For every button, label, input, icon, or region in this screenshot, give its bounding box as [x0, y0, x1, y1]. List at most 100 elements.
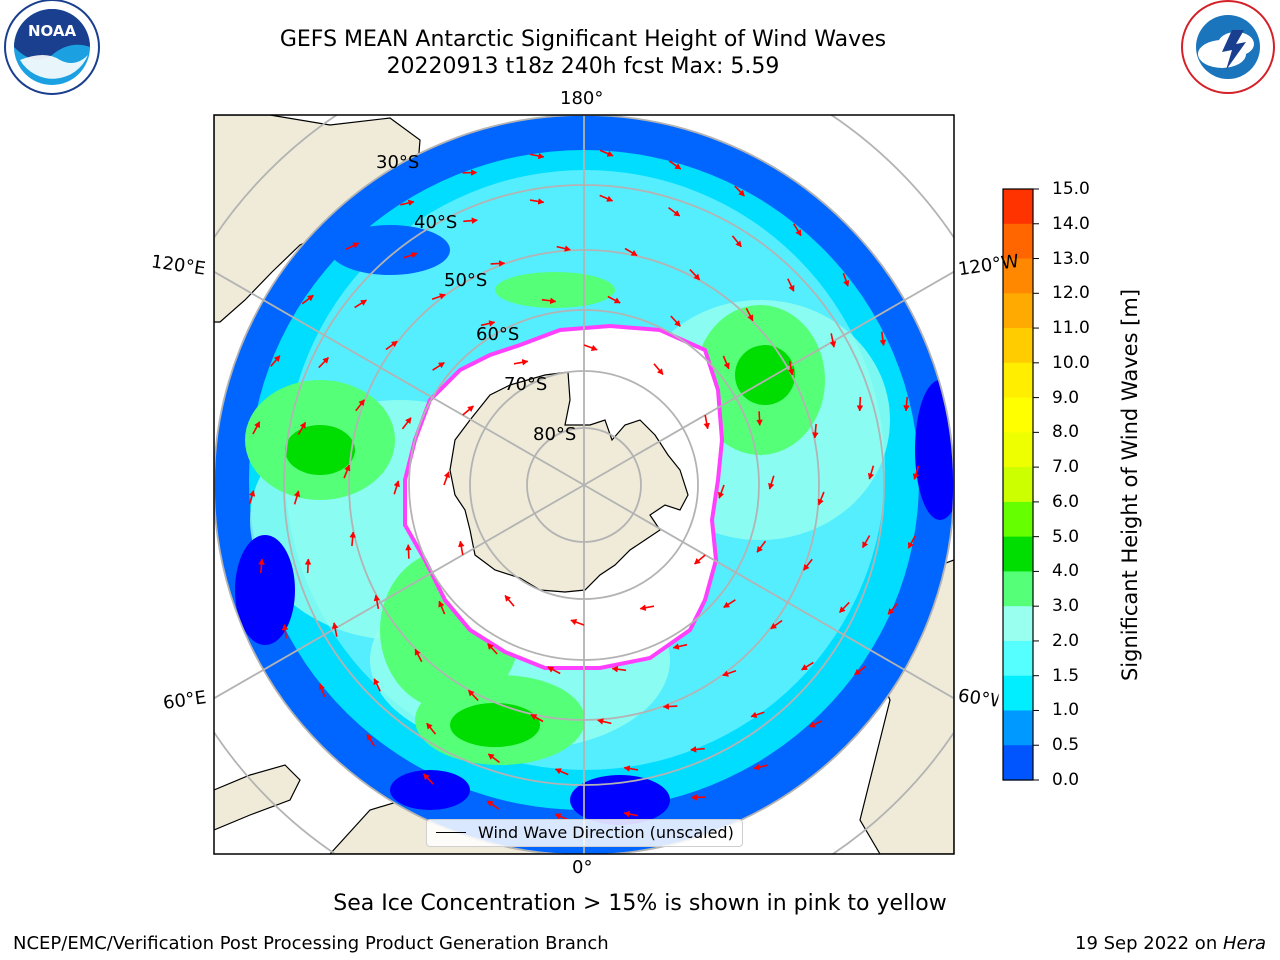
wave-arrow-head: [358, 399, 365, 407]
wave-arrow-head: [486, 800, 494, 807]
colorbar-segment: [1003, 501, 1033, 538]
wave-arrow-head: [307, 294, 314, 302]
colorbar-tick-label: 0.0: [1052, 770, 1080, 790]
colorbar-segment: [1003, 293, 1033, 329]
wave-arrow-head: [304, 558, 312, 565]
colorbar-segment: [1003, 362, 1033, 399]
svg-text:NOAA: NOAA: [28, 22, 77, 40]
wave-arrow-head: [606, 150, 614, 157]
wave-arrow-head: [258, 558, 265, 565]
wave-arrow-head: [787, 368, 795, 376]
colorbar-segment: [1003, 467, 1033, 503]
colorbar-tick-label: 10.0: [1052, 352, 1090, 373]
colorbar-tick-label: 6.0: [1052, 491, 1080, 512]
lon-label-0: 0°: [572, 857, 593, 878]
colorbar-tick-label: 12.0: [1052, 283, 1090, 304]
wave-arrow-head: [390, 340, 398, 348]
wave-arrow-head: [723, 601, 731, 608]
wave-arrow-head: [606, 195, 614, 202]
wave-arrow-head: [856, 405, 864, 412]
wave-arrow-head: [788, 284, 795, 292]
colorbar-tick-label: 9.0: [1052, 387, 1080, 408]
wave-arrow-head: [438, 600, 445, 608]
colorbar-segment: [1003, 223, 1033, 260]
colorbar-frame: [1002, 188, 1034, 781]
wave-arrow-head: [768, 482, 775, 490]
wave-arrow-head: [349, 531, 356, 538]
colorbar-segment: [1003, 745, 1033, 781]
wave-arrow-head: [747, 314, 754, 322]
wave-arrow-head: [405, 544, 412, 551]
colorbar-segment: [1003, 571, 1033, 607]
wave-arrow-head: [613, 297, 621, 304]
sea-ice-note: Sea Ice Concentration > 15% is shown in …: [333, 891, 947, 916]
wave-arrow-head: [331, 622, 339, 629]
wave-arrow-head: [248, 490, 256, 497]
wave-arrow-head: [738, 189, 745, 197]
colorbar-label: Significant Height of Wind Waves [m]: [1118, 288, 1142, 682]
wave-arrow-head: [405, 417, 412, 425]
legend-line-swatch: [436, 832, 466, 833]
wave-arrow-head: [662, 703, 670, 710]
wave-arrow-head: [795, 229, 802, 237]
wave-arrow-head: [467, 405, 474, 413]
wave-arrow-head: [423, 773, 430, 781]
wave-arrow-head: [862, 541, 869, 549]
colorbar-segment: [1003, 432, 1033, 468]
colorbar-tick-label: 1.0: [1052, 700, 1080, 721]
map-frame: [213, 114, 955, 855]
wave-direction-arrows: [248, 149, 920, 821]
wave-arrow-head: [623, 765, 631, 772]
land-antarctica: [449, 371, 689, 593]
wave-arrow-head: [723, 362, 730, 370]
footer-host: Hera: [1222, 933, 1266, 954]
colorbar-tick-label: 1.5: [1052, 665, 1080, 686]
wave-arrow-head: [673, 210, 681, 217]
wave-arrow-head: [630, 249, 638, 256]
wave-arrow-head: [690, 794, 697, 801]
land-africa: [214, 764, 301, 831]
lat-label-40s: 40°S: [414, 212, 458, 233]
wave-arrow-head: [439, 293, 446, 300]
noaa-logo: NOAA: [4, 0, 100, 95]
lat-label-70s: 70°S: [504, 374, 548, 395]
wave-arrow-head: [281, 623, 289, 631]
wave-arrow-head: [656, 368, 664, 375]
colorbar-segment: [1003, 397, 1033, 433]
chart-title-line2: 20220913 t18z 240h fcst Max: 5.59: [386, 54, 780, 79]
colorbar-segment: [1003, 710, 1033, 746]
wave-arrow-head: [393, 480, 400, 488]
wave-arrow-head: [537, 198, 545, 205]
wave-arrow-head: [879, 339, 887, 347]
colorbar-tick-label: 4.0: [1052, 561, 1080, 582]
wave-arrow-head: [299, 421, 306, 429]
colorbar-tick-label: 13.0: [1052, 248, 1090, 269]
wave-arrow-head: [504, 595, 512, 602]
wave-arrow-head: [817, 498, 824, 506]
wave-arrow-head: [471, 169, 478, 176]
wave-arrow-head: [750, 711, 758, 718]
wave-arrow-head: [839, 606, 846, 613]
wave-arrow-head: [803, 563, 810, 571]
wave-arrow-head: [530, 714, 538, 721]
chart-title-line1: GEFS MEAN Antarctic Significant Height o…: [279, 27, 887, 52]
wave-arrow-head: [547, 666, 555, 673]
colorbar-tick-label: 8.0: [1052, 422, 1080, 443]
map-area: [214, 115, 954, 854]
lat-label-30s: 30°S: [376, 152, 420, 173]
colorbar-tick-label: 15.0: [1052, 179, 1090, 199]
wave-arrow-head: [407, 199, 415, 207]
wave-arrow-head: [812, 432, 819, 439]
colorbar-tick-label: 2.0: [1052, 630, 1080, 651]
wave-arrow-head: [468, 689, 475, 697]
wave-arrow-head: [293, 490, 301, 498]
footer-producer: NCEP/EMC/Verification Post Processing Pr…: [13, 933, 609, 954]
wave-arrow-head: [360, 299, 367, 306]
wave-arrow-head: [554, 768, 562, 775]
wave-arrow-head: [801, 664, 808, 671]
wave-arrow-head: [498, 260, 506, 267]
colorbar-segment: [1003, 640, 1033, 677]
wave-arrow-head: [756, 419, 763, 426]
wave-arrow-head: [829, 341, 837, 348]
